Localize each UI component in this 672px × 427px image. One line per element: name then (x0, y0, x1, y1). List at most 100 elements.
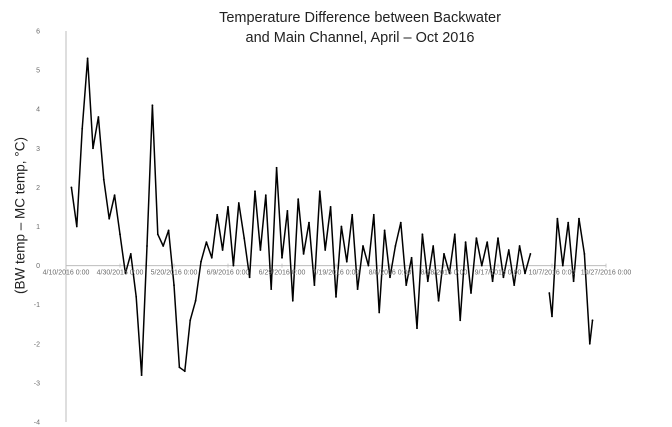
data-point (362, 245, 364, 247)
y-tick-label: 1 (36, 224, 40, 231)
y-tick-label: -2 (34, 341, 40, 348)
data-point (302, 253, 305, 255)
data-point (264, 194, 267, 197)
data-point (146, 245, 148, 247)
data-point (124, 272, 127, 275)
data-point (378, 311, 381, 314)
data-point (194, 299, 197, 302)
x-tick-label: 8/8/2016 0:00 (369, 270, 412, 277)
y-tick-label: 3 (36, 146, 40, 153)
y-tick-label: 6 (36, 29, 40, 36)
data-point (281, 256, 283, 259)
data-point (486, 241, 489, 244)
data-point (308, 221, 310, 224)
data-point (459, 319, 462, 322)
data-point (210, 256, 213, 259)
data-point (591, 319, 594, 322)
data-point (399, 221, 402, 224)
series-line (548, 217, 594, 345)
data-point (173, 284, 175, 286)
x-tick-label: 6/9/2016 0:00 (207, 270, 250, 277)
data-point (275, 166, 278, 169)
data-point (237, 202, 240, 204)
data-point (464, 241, 467, 244)
data-point (548, 292, 551, 294)
data-point (270, 288, 273, 290)
data-point (151, 104, 154, 107)
data-point (551, 315, 553, 318)
data-point (189, 319, 192, 322)
data-point (491, 280, 494, 283)
x-tick-label: 10/27/2016 0:00 (581, 270, 632, 277)
data-point (205, 241, 208, 244)
data-point (335, 296, 337, 298)
data-point (318, 190, 321, 193)
data-point (367, 264, 370, 267)
data-point (324, 249, 327, 251)
data-point (135, 296, 138, 298)
data-point (113, 194, 116, 197)
y-tick-label: -1 (34, 302, 40, 309)
data-point (572, 280, 575, 283)
data-point (81, 127, 84, 130)
data-point (200, 260, 202, 263)
data-point (502, 276, 505, 279)
y-tick-label: 4 (36, 107, 40, 114)
data-point (497, 237, 499, 240)
chart-title-line-2: and Main Channel, April – Oct 2016 (245, 30, 475, 46)
data-point (221, 249, 224, 251)
y-tick-label: 0 (36, 263, 40, 270)
y-tick-label: -4 (34, 420, 40, 427)
chart-title-line-1: Temperature Difference between Backwater (219, 10, 501, 26)
data-point (426, 280, 429, 283)
data-point (313, 284, 316, 286)
data-point (248, 276, 251, 279)
x-tick-label: 7/19/2016 0:00 (313, 270, 360, 277)
data-point (448, 272, 451, 275)
data-point (259, 249, 262, 251)
data-point (475, 237, 478, 240)
data-point (588, 342, 591, 345)
data-point (394, 245, 397, 247)
data-point (513, 284, 516, 286)
y-tick-label: 5 (36, 68, 40, 75)
data-point (297, 198, 300, 201)
data-point (556, 217, 559, 220)
data-point (389, 276, 391, 279)
data-point (178, 366, 181, 369)
data-point (351, 213, 354, 216)
data-point (329, 206, 332, 208)
data-point (421, 233, 424, 236)
data-point (70, 186, 73, 189)
x-tick-label: 4/30/2016 0:00 (97, 270, 144, 277)
data-point (254, 190, 256, 193)
series-line (70, 57, 532, 376)
data-point (243, 237, 246, 240)
x-tick-label: 10/7/2016 0:00 (529, 270, 576, 277)
data-point (453, 233, 456, 236)
data-point (119, 233, 121, 236)
x-tick-label: 5/20/2016 0:00 (151, 270, 198, 277)
data-point (416, 327, 418, 330)
x-tick-label: 4/10/2016 0:00 (43, 270, 90, 277)
data-point (567, 221, 570, 224)
data-point (232, 264, 235, 267)
x-tick-label: 9/17/2016 0:00 (475, 270, 522, 277)
data-point (529, 253, 532, 255)
data-point (167, 229, 170, 232)
data-point (129, 253, 132, 255)
data-point (432, 245, 435, 247)
data-point (583, 253, 586, 255)
data-point (410, 256, 413, 259)
x-tick-label: 6/29/2016 0:00 (259, 270, 306, 277)
data-point (97, 116, 100, 118)
data-point (383, 229, 386, 232)
data-point (443, 253, 445, 255)
data-point (156, 233, 159, 236)
data-point (405, 284, 408, 286)
data-point (437, 299, 440, 302)
data-point (340, 225, 343, 228)
data-point (561, 264, 564, 267)
data-point (356, 288, 359, 290)
